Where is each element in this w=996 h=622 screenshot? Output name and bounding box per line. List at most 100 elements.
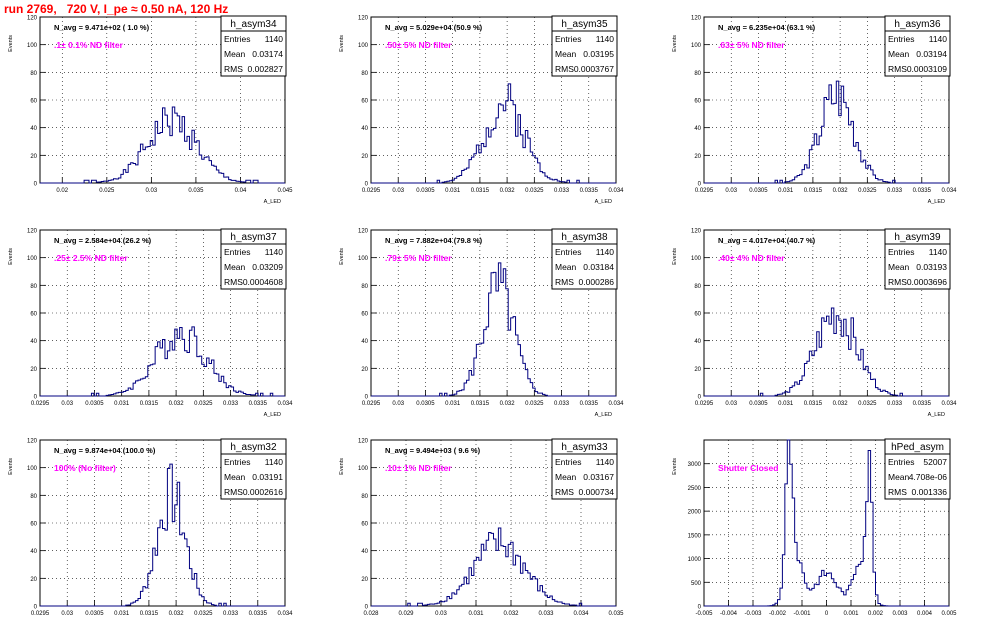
x-tick-label: 0.03 [392, 401, 404, 407]
y-tick-label: 20 [30, 154, 37, 160]
navg-label: N_avg = 2.584e+04 (26.2 %) [54, 236, 152, 245]
x-tick-label: 0.0305 [416, 188, 435, 194]
y-tick-label: 80 [361, 494, 368, 500]
x-tick-label: 0.033 [887, 188, 903, 194]
stats-rms-value: 0.0002616 [243, 487, 283, 497]
y-tick-label: 80 [361, 284, 368, 290]
histogram-line [371, 527, 616, 607]
x-tick-label: 0.025 [99, 188, 115, 194]
histogram-line [704, 307, 949, 397]
x-tick-label: 0.004 [917, 611, 933, 617]
y-tick-label: 100 [358, 466, 369, 472]
stats-mean-value: 4.708e-06 [909, 472, 948, 482]
x-tick-label: 0.0315 [140, 401, 159, 407]
stats-box-title: h_asym37 [230, 232, 277, 243]
y-axis-label: Events [8, 35, 14, 52]
stats-rms-label: RMS [888, 277, 907, 287]
x-tick-label: 0.0335 [913, 188, 932, 194]
y-tick-label: 40 [694, 126, 701, 132]
y-tick-label: 0 [34, 395, 38, 401]
x-tick-label: 0.0335 [913, 401, 932, 407]
x-tick-label: 0.034 [277, 611, 293, 617]
stats-box-frame [884, 15, 951, 77]
x-tick-label: 0.0335 [580, 401, 599, 407]
y-tick-label: 120 [691, 229, 702, 235]
y-tick-label: 80 [694, 71, 701, 77]
filter-note: .10± 1% ND filter [385, 463, 452, 473]
y-tick-label: 0 [365, 605, 369, 611]
x-tick-label: 0.031 [468, 611, 484, 617]
stats-entries-label: Entries [888, 457, 914, 467]
navg-label: N_avg = 6.235e+04 (63.1 %) [718, 23, 816, 32]
stats-box-title: h_asym33 [561, 442, 608, 453]
x-tick-label: 0.0315 [804, 188, 823, 194]
y-tick-label: 0 [365, 182, 369, 188]
histogram-panel-h_asym33: 0 20 40 60 80 100 120 0.028 0.029 0.03 0.031 0.032 0… [339, 438, 624, 617]
x-tick-label: 0.0315 [471, 401, 490, 407]
histogram-line [40, 463, 285, 607]
stats-box-frame [884, 438, 951, 500]
x-tick-label: 0.033 [887, 401, 903, 407]
stats-mean-value: 0.03194 [916, 49, 947, 59]
histogram-panel-hPed_asym: 0 500 1000 1500 2000 2500 3000 -0.005 -0.004 -0.0… [672, 438, 957, 617]
x-tick-label: 0.033 [223, 401, 239, 407]
y-tick-label: 80 [30, 494, 37, 500]
histogram-line [40, 326, 285, 397]
y-tick-label: 60 [30, 99, 37, 105]
y-axis-label: Events [339, 458, 345, 475]
x-tick-label: 0.034 [573, 611, 589, 617]
x-tick-label: 0.03 [435, 611, 447, 617]
stats-rms-value: 0.000734 [579, 487, 615, 497]
x-tick-label: 0.031 [445, 401, 461, 407]
stats-rms-value: 0.002827 [248, 64, 284, 74]
stats-entries-label: Entries [555, 247, 581, 257]
x-axis-label: A_LED [928, 199, 945, 205]
y-axis-label: Events [672, 458, 678, 475]
stats-rms-label: RMS [555, 277, 574, 287]
stats-mean-value: 0.03209 [252, 262, 283, 272]
y-tick-label: 20 [30, 367, 37, 373]
stats-mean-label: Mean [888, 472, 910, 482]
x-tick-label: 0.02 [56, 188, 68, 194]
stats-entries-value: 1140 [929, 247, 948, 257]
histogram-panel-h_asym36: 0 20 40 60 80 100 120 0.0295 0.03 0.0305 0.031 0.03… [672, 15, 957, 205]
stats-rms-value: 0.0004608 [243, 277, 283, 287]
y-axis-label: Events [672, 35, 678, 52]
x-tick-label: 0.03 [392, 188, 404, 194]
y-tick-label: 120 [27, 229, 38, 235]
filter-note: .1± 0.1% ND filter [54, 40, 124, 50]
stats-mean-value: 0.03167 [583, 472, 614, 482]
y-tick-label: 0 [34, 605, 38, 611]
histogram-line [371, 262, 616, 397]
x-tick-label: 0.005 [941, 611, 957, 617]
stats-rms-value: 0.001336 [912, 487, 948, 497]
x-tick-label: 0.003 [892, 611, 908, 617]
navg-label: N_avg = 9.874e+04 (100.0 %) [54, 446, 156, 455]
x-tick-label: 0.031 [778, 401, 794, 407]
x-tick-label: 0.0295 [362, 401, 381, 407]
stats-mean-value: 0.03184 [583, 262, 614, 272]
histogram-panel-h_asym39: 0 20 40 60 80 100 120 0.0295 0.03 0.0305 0.031 0.03… [672, 228, 957, 418]
stats-rms-label: RMS [555, 64, 574, 74]
stats-mean-value: 0.03193 [916, 262, 947, 272]
stats-entries-value: 52007 [923, 457, 947, 467]
y-tick-label: 20 [30, 577, 37, 583]
x-tick-label: 0.034 [277, 401, 293, 407]
stats-box-title: h_asym32 [230, 442, 277, 453]
stats-box-frame [551, 15, 618, 77]
x-tick-label: 0.03 [725, 188, 737, 194]
y-tick-label: 20 [694, 154, 701, 160]
filter-note: .25± 2.5% ND filter [54, 253, 128, 263]
y-tick-label: 0 [34, 182, 38, 188]
x-tick-label: 0.032 [833, 188, 849, 194]
x-tick-label: 0.045 [277, 188, 293, 194]
x-tick-label: 0.0335 [249, 611, 268, 617]
y-tick-label: 100 [27, 466, 38, 472]
stats-box-title: hPed_asym [891, 442, 944, 453]
x-tick-label: 0.04 [235, 188, 247, 194]
x-tick-label: 0.0325 [858, 188, 877, 194]
y-tick-label: 120 [27, 16, 38, 22]
x-tick-label: 0.0295 [695, 188, 714, 194]
stats-box: h_asym36 Entries 1140 Mean 0.03194 RMS 0.00031… [884, 15, 951, 77]
